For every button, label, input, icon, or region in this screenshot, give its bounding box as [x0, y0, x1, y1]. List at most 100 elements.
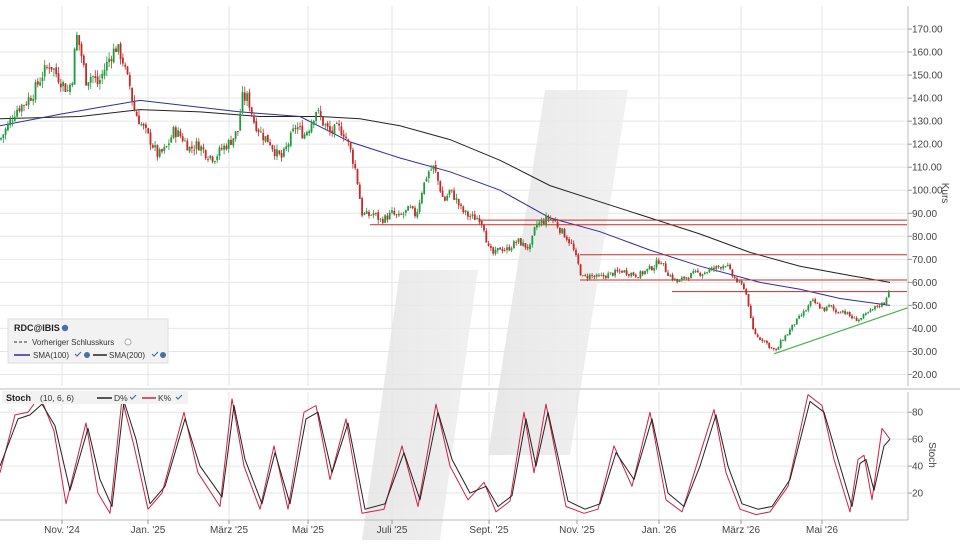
stoch-d-check-icon[interactable] [129, 394, 137, 400]
candle-body [782, 340, 784, 342]
candle-body [315, 111, 317, 121]
candle-body [94, 76, 97, 78]
candle-body [384, 215, 386, 223]
candle-body [496, 247, 499, 251]
candle-body [250, 107, 253, 115]
candle-body [731, 269, 734, 277]
candle-body [400, 214, 403, 216]
candle-body [437, 171, 439, 181]
candle-body [243, 92, 246, 101]
candle-body [446, 195, 449, 201]
candle-body [188, 146, 191, 152]
candle-body [487, 243, 490, 246]
candle-body [319, 111, 322, 118]
candle-body [131, 87, 133, 101]
stoch-tick-label: 20 [912, 489, 924, 500]
legend-sma100-check-icon[interactable] [74, 351, 82, 357]
candle-body [421, 193, 423, 204]
candle-body [216, 156, 219, 161]
candle-body [46, 66, 48, 68]
stoch-lines [0, 394, 891, 516]
legend-sma200-check-icon[interactable] [151, 351, 159, 357]
candle-body [593, 276, 596, 277]
candle-body [105, 61, 108, 71]
candle-body [685, 277, 688, 279]
candle-body [82, 55, 85, 65]
candle-body [542, 221, 545, 225]
stoch-axis-title: Stoch [926, 442, 937, 468]
candle-body [103, 70, 106, 76]
candle-body [671, 274, 674, 280]
legend-prev-close-toggle-icon[interactable] [124, 338, 132, 346]
candle-body [253, 115, 255, 123]
candle-body [648, 265, 651, 270]
candle-body [407, 206, 409, 211]
candle-body [798, 315, 800, 319]
candle-body [356, 169, 359, 185]
candle-body [414, 207, 416, 217]
candle-body [294, 128, 297, 129]
candle-body [706, 272, 708, 274]
candle-body [322, 117, 324, 126]
candle-body [418, 202, 421, 212]
candle-body [149, 132, 152, 145]
candle-body [609, 272, 612, 274]
candle-body [455, 198, 458, 200]
candle-body [453, 190, 455, 200]
candle-body [644, 270, 646, 275]
candle-body [211, 156, 214, 162]
candle-body [27, 97, 30, 105]
time-tick-label: Nov. '25 [559, 525, 595, 536]
candle-body [372, 213, 375, 216]
candle-body [204, 150, 207, 159]
candle-body [361, 198, 363, 216]
candle-body [674, 278, 676, 281]
candle-body [255, 121, 258, 131]
stoch-label-d: D% [114, 393, 128, 403]
candle-body [664, 263, 667, 273]
candle-body [846, 312, 849, 315]
candle-body [768, 342, 771, 348]
candle-body [745, 289, 748, 295]
stoch-axis: 20 40 60 80 [907, 392, 924, 520]
stochastic-panel: 20 40 60 80 Stoch Stoch (10, 6, 6) D% K% [0, 388, 960, 520]
price-tick-label: 130.00 [912, 117, 943, 128]
stoch-title: Stoch [6, 393, 31, 403]
candle-body [119, 43, 122, 60]
candle-body [575, 249, 577, 255]
price-tick-label: 50.00 [912, 301, 937, 312]
candle-body [469, 216, 472, 217]
candle-body [697, 270, 699, 273]
candle-body [9, 119, 12, 126]
price-tick-label: 20.00 [912, 370, 937, 381]
candle-body [262, 132, 265, 141]
stoch-line-K% [0, 394, 891, 516]
candle-body [687, 277, 690, 279]
candle-body [391, 210, 393, 213]
legend-sma100-settings-icon[interactable] [84, 352, 90, 358]
candle-body [257, 129, 260, 133]
candle-body [342, 134, 345, 137]
candle-body [588, 274, 591, 280]
candle-body [181, 136, 184, 142]
candle-body [483, 224, 485, 231]
candle-body [450, 189, 453, 191]
legend-title-settings-icon[interactable] [61, 324, 69, 332]
candle-body [310, 123, 313, 133]
legend-label-prev-close: Vorheriger Schlusskurs [32, 338, 114, 347]
candle-body [329, 126, 331, 132]
candle-body [841, 310, 844, 313]
price-tick-label: 110.00 [912, 163, 942, 174]
stoch-k-check-icon[interactable] [175, 394, 183, 400]
candle-body [117, 44, 120, 52]
candle-body [377, 212, 380, 220]
candle-body [151, 145, 154, 148]
candle-body [11, 120, 14, 122]
candle-body [871, 309, 874, 310]
stoch-label-k: K% [158, 393, 172, 403]
candle-body [887, 292, 890, 298]
candle-body [101, 74, 104, 79]
candle-body [752, 317, 754, 330]
candle-body [308, 131, 311, 134]
legend-sma200-settings-icon[interactable] [160, 352, 166, 358]
